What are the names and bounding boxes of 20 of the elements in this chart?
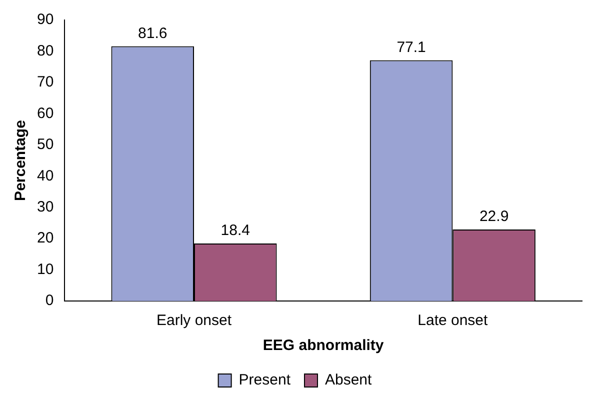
y-tick-label: 30 — [36, 198, 54, 216]
y-tick-label: 50 — [36, 136, 54, 154]
data-label: 77.1 — [396, 38, 426, 56]
legend-label: Absent — [325, 372, 373, 389]
x-axis-title: EEG abnormality — [262, 337, 384, 354]
y-tick-label: 0 — [45, 292, 54, 310]
y-axis-title: Percentage — [12, 120, 30, 201]
y-tick-label: 40 — [36, 167, 54, 184]
y-tick-label: 20 — [36, 230, 54, 247]
data-label: 18.4 — [220, 222, 250, 240]
data-label: 81.6 — [138, 24, 168, 42]
y-tick-label: 70 — [36, 74, 54, 91]
data-label: 22.9 — [479, 208, 509, 226]
x-tick-label: Early onset — [156, 312, 232, 330]
y-tick-label: 10 — [36, 260, 54, 278]
y-tick-label: 60 — [36, 104, 54, 122]
y-tick-label: 90 — [36, 11, 54, 28]
legend-label: Present — [238, 372, 292, 389]
x-tick-label: Late onset — [418, 312, 489, 330]
y-tick-label: 80 — [36, 42, 54, 60]
